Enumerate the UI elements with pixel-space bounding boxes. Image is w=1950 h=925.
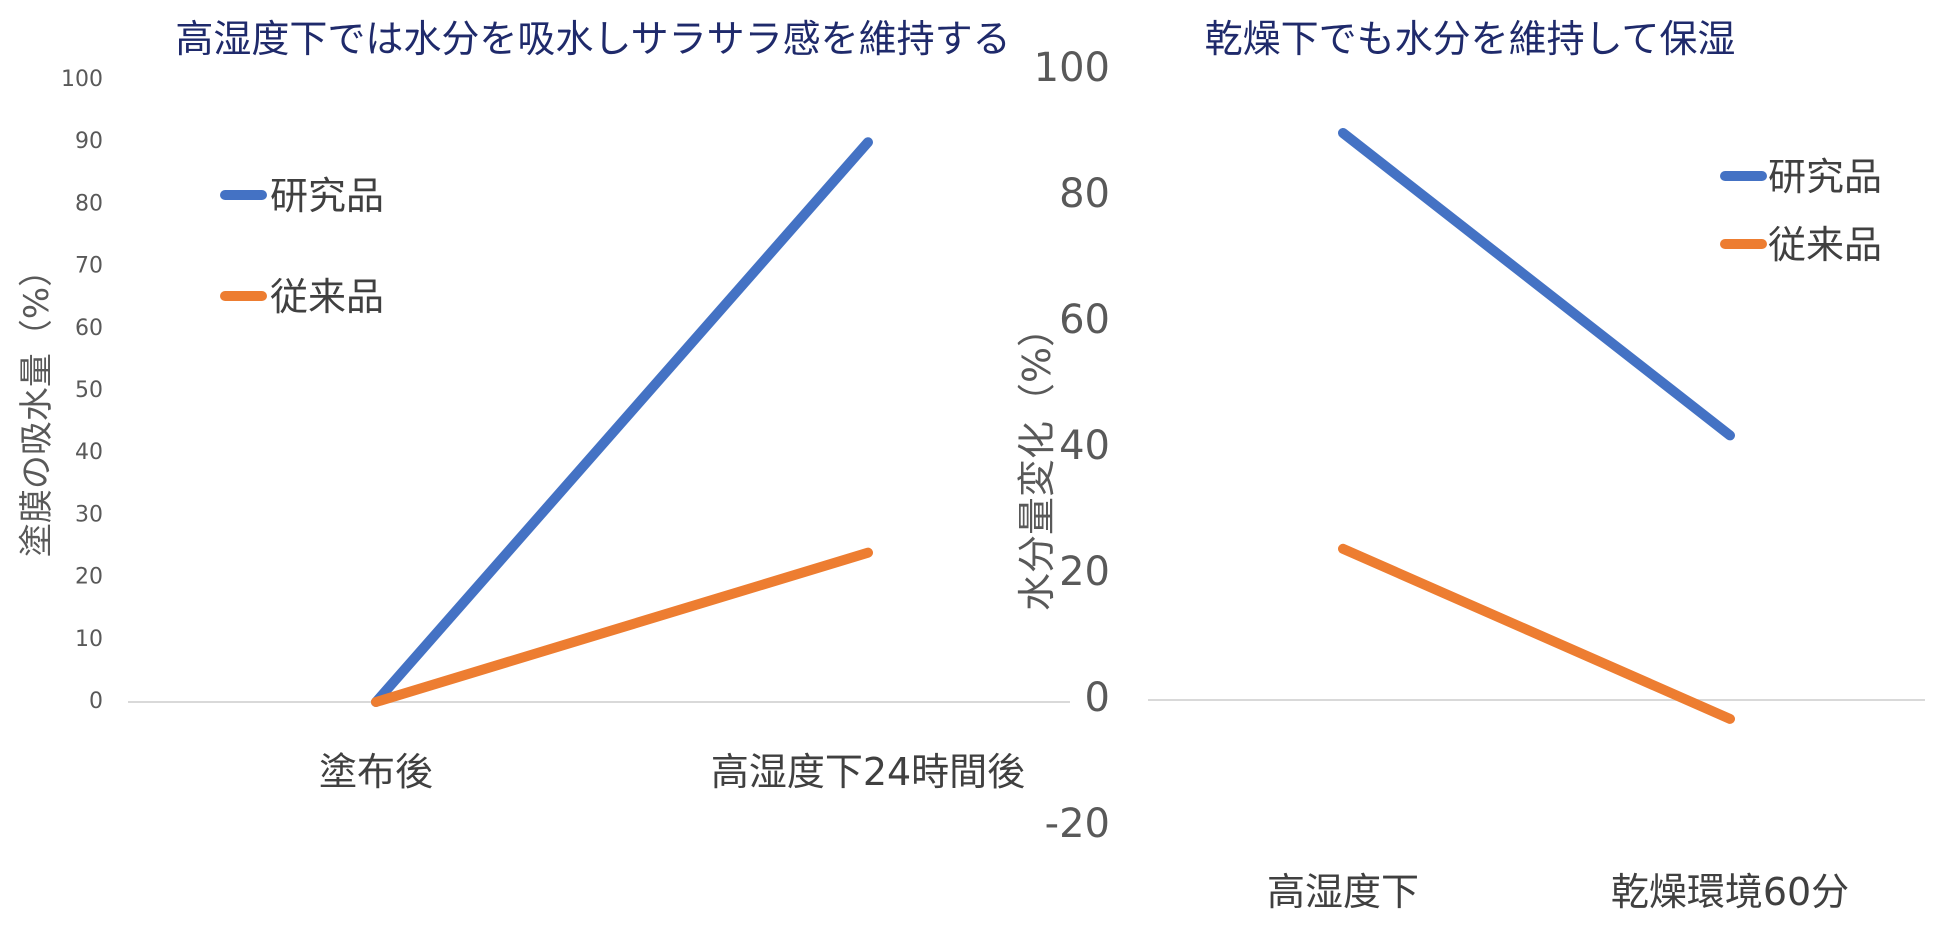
left-legend-label-conventional: 従来品 <box>270 275 384 319</box>
right-x-category-label: 乾燥環境60分 <box>1611 870 1849 914</box>
right-y-tick-label: 80 <box>1059 171 1110 217</box>
right-y-tick-label: 40 <box>1059 423 1110 469</box>
right-chart-title: 乾燥下でも水分を維持して保湿 <box>1205 17 1736 61</box>
left-x-category-label: 塗布後 <box>319 750 433 794</box>
right-data-point <box>1726 431 1734 440</box>
left-y-tick-label: 10 <box>75 627 103 652</box>
right-legend: 研究品 従来品 <box>1720 155 1882 267</box>
left-y-ticks: 0 10 20 30 40 50 60 70 80 90 100 <box>61 67 103 714</box>
right-data-point <box>1339 544 1347 553</box>
left-y-axis-label: 塗膜の吸水量（%） <box>17 253 57 557</box>
right-y-tick-label: 100 <box>1034 45 1110 91</box>
left-chart-title: 高湿度下では水分を吸水しサラサラ感を維持する <box>175 17 1010 61</box>
right-series-line-conventional <box>1338 543 1735 724</box>
left-series-line-conventional <box>371 547 873 707</box>
right-y-ticks: -20 0 20 40 60 80 100 <box>1034 45 1110 847</box>
left-data-point <box>372 698 380 706</box>
left-data-point <box>864 138 872 147</box>
left-legend-label-research: 研究品 <box>270 174 384 218</box>
left-y-tick-label: 40 <box>75 440 103 465</box>
left-y-tick-label: 30 <box>75 502 103 527</box>
left-y-tick-label: 60 <box>75 316 103 341</box>
left-y-tick-label: 100 <box>61 67 103 92</box>
left-data-point <box>864 548 872 557</box>
right-data-point <box>1339 129 1347 137</box>
left-y-tick-label: 0 <box>89 689 103 714</box>
left-x-categories: 塗布後 高湿度下24時間後 <box>319 750 1025 794</box>
right-y-axis-label: 水分量変化（%） <box>1015 309 1059 611</box>
left-y-tick-label: 70 <box>75 254 103 279</box>
left-y-tick-label: 50 <box>75 378 103 403</box>
right-x-category-label: 高湿度下 <box>1267 870 1419 914</box>
right-series-lines <box>1338 128 1735 724</box>
left-series-line-research <box>371 137 873 707</box>
left-y-tick-label: 90 <box>75 129 103 154</box>
right-legend-label-conventional: 従来品 <box>1768 223 1882 267</box>
right-y-tick-label: 0 <box>1085 675 1110 721</box>
left-series-lines <box>371 137 873 707</box>
right-legend-label-research: 研究品 <box>1768 155 1882 199</box>
left-y-tick-label: 20 <box>75 565 103 590</box>
right-data-point <box>1726 714 1734 723</box>
right-chart: 乾燥下でも水分を維持して保湿 水分量変化（%） -20020406080100 … <box>1015 17 1925 914</box>
right-x-categories: 高湿度下 乾燥環境60分 <box>1267 870 1849 914</box>
right-series-line-research <box>1338 128 1735 441</box>
right-y-tick-label: 60 <box>1059 297 1110 343</box>
right-y-tick-label: 20 <box>1059 549 1110 595</box>
left-x-category-label: 高湿度下24時間後 <box>711 750 1025 794</box>
left-y-tick-label: 80 <box>75 191 103 216</box>
left-chart: 高湿度下では水分を吸水しサラサラ感を維持する 塗膜の吸水量（%） 0 10 20 30… <box>17 17 1070 794</box>
left-legend: 研究品 従来品 <box>220 174 384 319</box>
right-y-tick-label: -20 <box>1045 801 1110 847</box>
